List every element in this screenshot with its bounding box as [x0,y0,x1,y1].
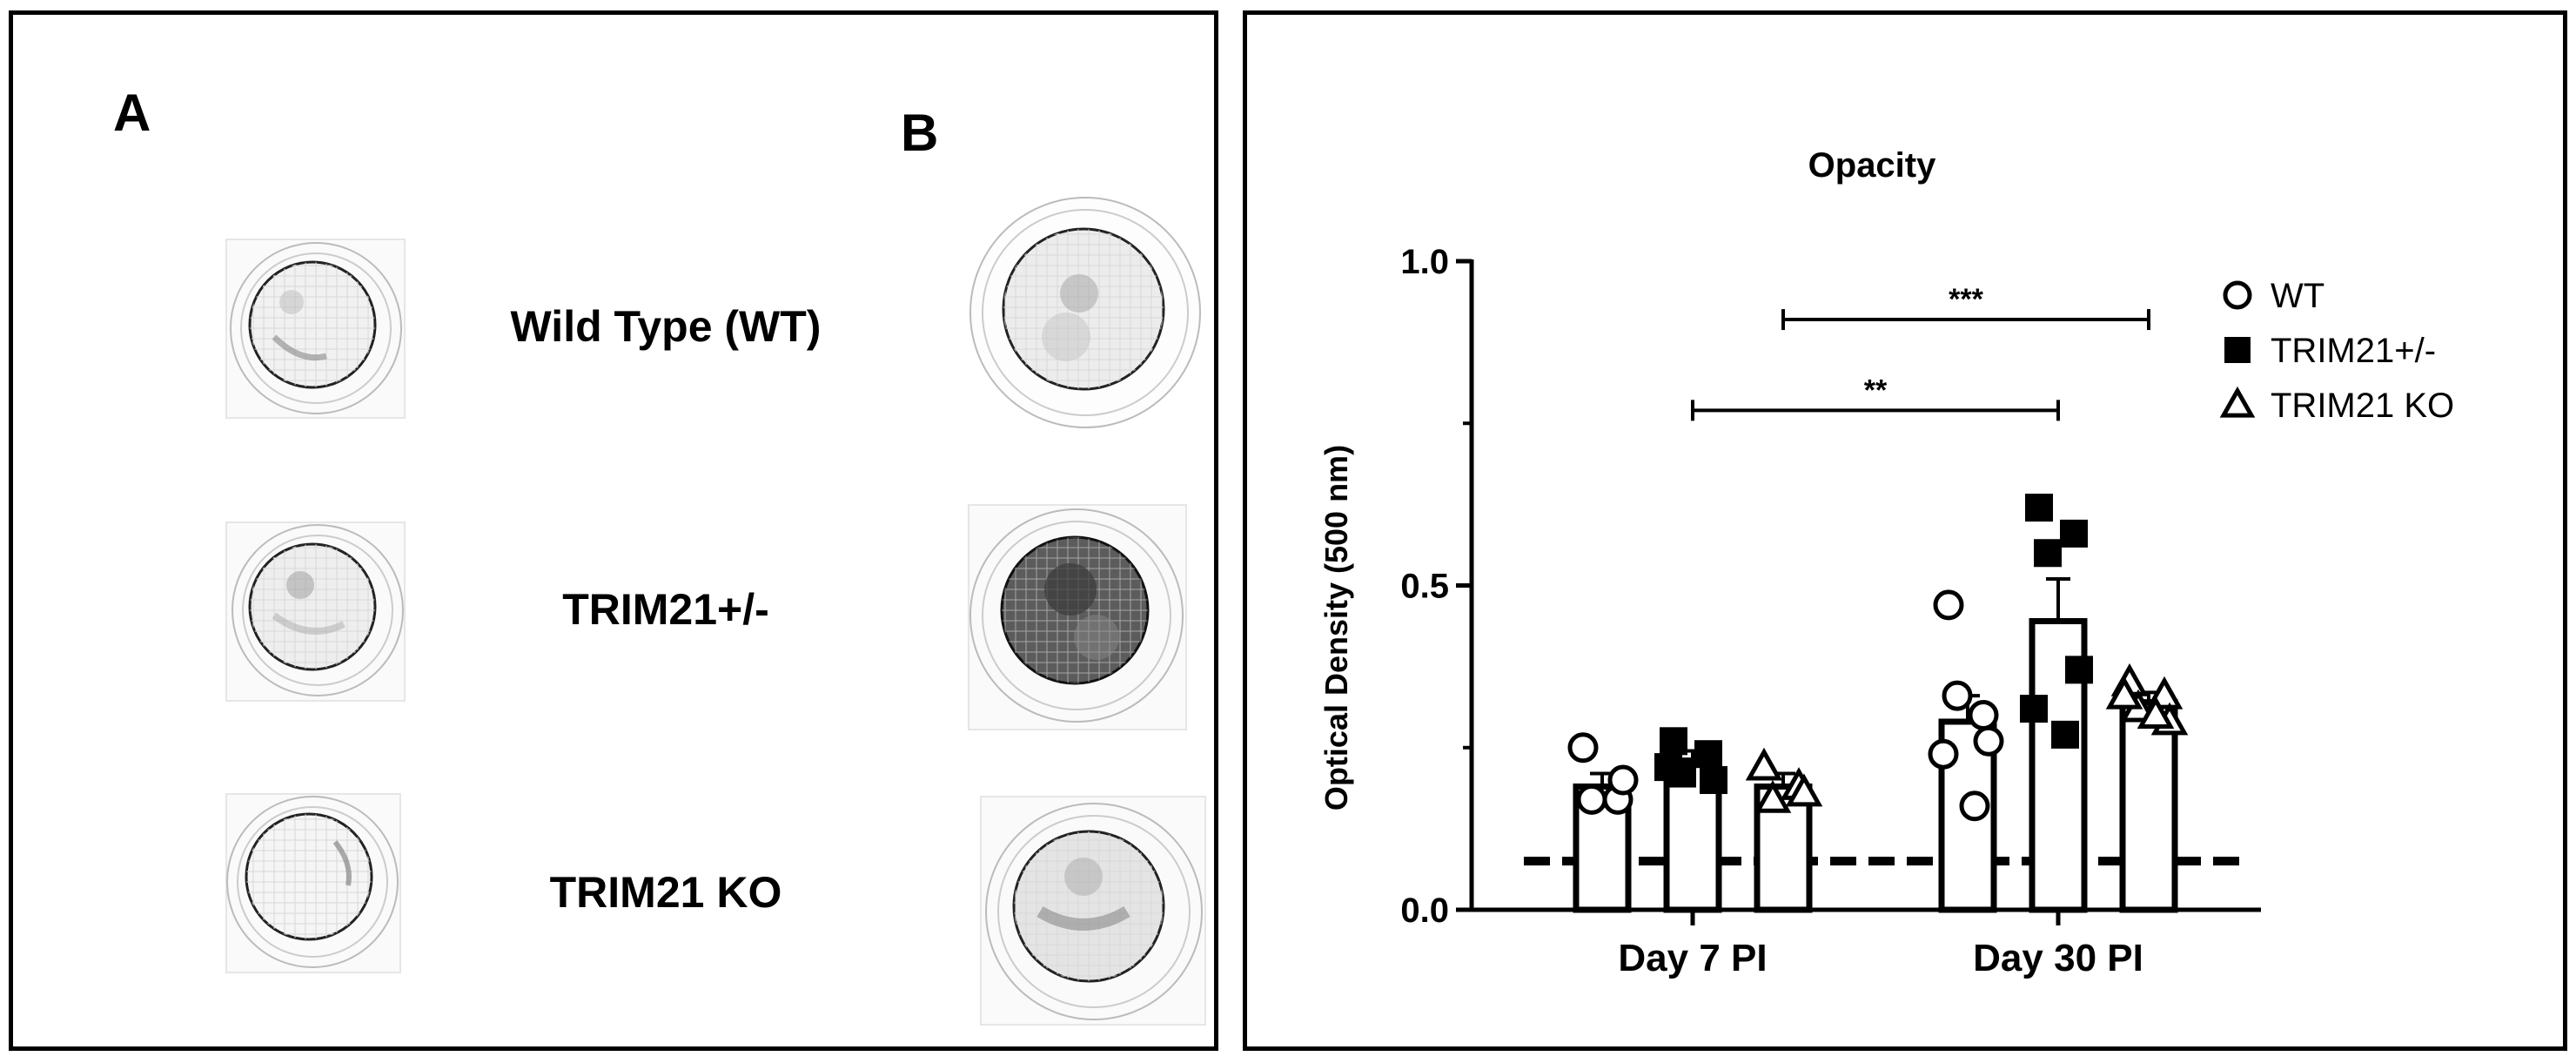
y-axis-label: Optical Density (500 nm) [1318,445,1354,811]
label-trim21-ko: TRIM21 KO [550,868,782,917]
data-point-square [2224,337,2251,363]
legend: WT TRIM21+/- TRIM21 KO [2219,277,2454,425]
data-point-triangle [1785,773,1823,807]
significance-group: ***** [1691,283,2150,421]
eye-image-b-het [968,504,1187,730]
data-point-circle [1607,764,1639,796]
data-point-circle [1968,700,1999,730]
data-point-triangle [1745,747,1783,781]
data-point-circle [1942,680,1973,711]
panel-letter-b: B [901,104,938,162]
y-tick-label: 0.5 [1400,568,1449,606]
legend-label: TRIM21+/- [2271,332,2436,370]
eye-image-a-het [225,521,406,702]
y-tick-label: 1.0 [1400,243,1449,281]
data-point-square [1700,766,1727,794]
data-point-circle [1973,725,2004,757]
x-tick-label: Day 30 PI [1973,937,2143,979]
data-point-square [2020,695,2048,723]
data-point-square [1694,740,1722,769]
data-point-circle [1576,784,1607,815]
data-point-square [1654,753,1682,782]
data-point-circle [2223,280,2252,310]
data-point-square [2060,519,2088,548]
significance-label: *** [1949,283,1983,316]
chart-title: Opacity [1808,146,1936,185]
data-point-square [2065,656,2093,684]
bar [2119,699,2178,913]
legend-label: WT [2271,277,2324,315]
data-point-circle [1928,738,1959,770]
data-point-square [2051,720,2079,749]
label-trim21-het: TRIM21+/- [562,585,769,634]
data-point-circle [1567,732,1599,764]
data-point-square [2034,539,2062,568]
data-point-square [2025,494,2053,522]
eye-image-a-ko [225,793,401,973]
y-tick-label: 0.0 [1400,891,1449,930]
data-point-triangle [2137,696,2175,729]
image-panel-svg: A B Wild T [113,84,1206,1026]
legend-label: TRIM21 KO [2271,387,2454,425]
data-point-triangle [2219,386,2256,418]
points-group [1567,494,2189,822]
significance-label: ** [1864,373,1888,407]
data-point-triangle [1754,780,1792,813]
data-point-square [1660,727,1687,756]
image-panel: A B Wild T [9,10,1218,1051]
panel-letter-a: A [113,84,151,142]
label-wild-type: Wild Type (WT) [511,302,822,351]
axes: 0.0 0.5 1.0 Day 7 PI Day 30 PI [1400,243,2261,979]
data-point-circle [1959,791,1990,822]
eye-image-a-wt [225,239,406,419]
x-tick-label: Day 7 PI [1618,937,1767,979]
eye-image-b-wt [969,197,1201,428]
data-point-circle [1933,589,1964,621]
opacity-chart: Opacity Optical Density (500 nm) 0.0 0.5 1… [1318,146,2454,979]
data-point-triangle [2105,676,2143,710]
eye-image-b-ko [980,796,1206,1026]
chart-panel: Opacity Optical Density (500 nm) 0.0 0.5 1… [1243,10,2567,1051]
